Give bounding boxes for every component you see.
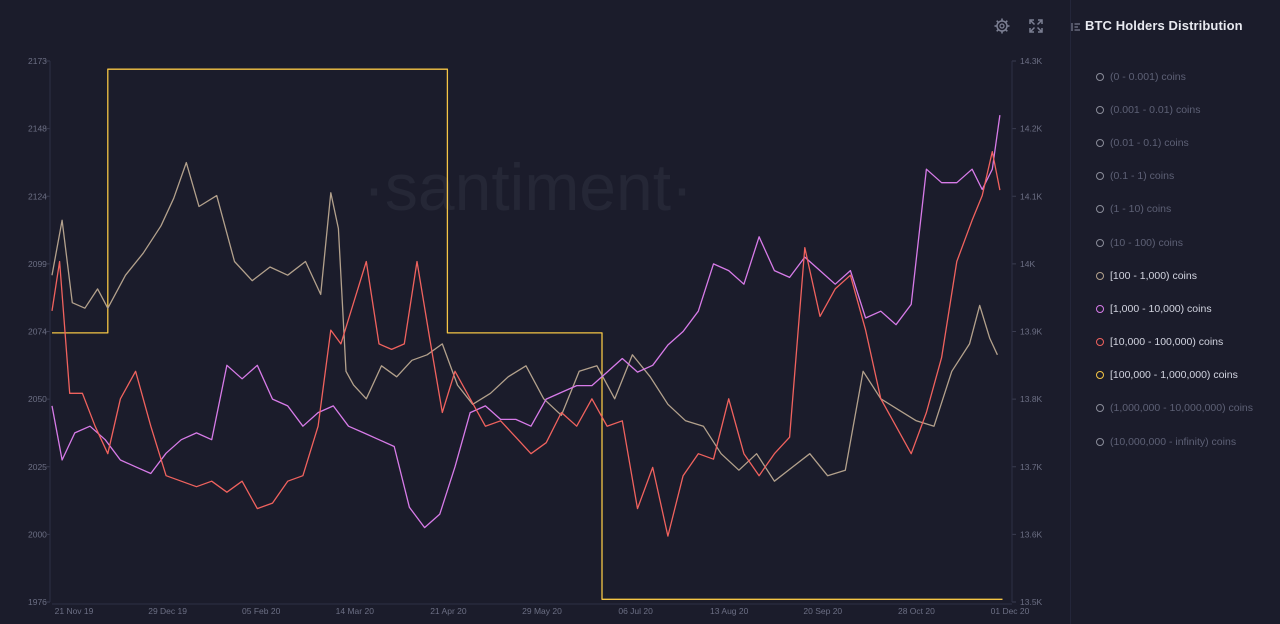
legend-item[interactable]: (0.001 - 0.01) coins (1096, 93, 1253, 126)
legend-item[interactable]: [100,000 - 1,000,000) coins (1096, 359, 1253, 392)
chart-area[interactable]: ·santiment· 1976 2000 2025 2050 2074 2099 2124… (0, 0, 1070, 624)
legend-item[interactable]: [1,000 - 10,000) coins (1096, 292, 1253, 325)
legend-item[interactable]: (1 - 10) coins (1096, 193, 1253, 226)
right-axis-tick: 14.3K (1020, 56, 1043, 66)
legend-label: [10,000 - 100,000) coins (1110, 336, 1224, 349)
legend-dot-icon (1096, 338, 1104, 347)
legend-dot-icon (1096, 404, 1104, 413)
x-axis-tick: 14 Mar 20 (336, 606, 375, 616)
right-axis-tick: 14K (1020, 259, 1035, 269)
series-line-3 (51, 150, 1001, 537)
x-axis: 21 Nov 19 29 Dec 19 05 Feb 20 14 Mar 20 21 A… (52, 603, 1030, 616)
left-axis-tick: 2173 (28, 56, 47, 66)
x-axis-tick: 21 Apr 20 (430, 606, 467, 616)
legend-label: (10 - 100) coins (1110, 236, 1183, 249)
legend-dot-icon (1096, 138, 1104, 147)
legend-label: (10,000,000 - infinity) coins (1110, 435, 1237, 448)
legend-item[interactable]: [10,000 - 100,000) coins (1096, 326, 1253, 359)
expand-icon[interactable] (1024, 14, 1048, 38)
x-axis-tick: 13 Aug 20 (710, 606, 749, 616)
series-layer (51, 68, 1003, 600)
left-axis-tick: 2148 (28, 124, 47, 134)
right-axis-tick: 13.6K (1020, 529, 1043, 539)
left-axis-tick: 2025 (28, 462, 47, 472)
legend-dot-icon (1096, 72, 1104, 81)
right-axis-tick: 14.1K (1020, 191, 1043, 201)
left-axis-tick: 2050 (28, 394, 47, 404)
right-axis-tick: 14.2K (1020, 124, 1043, 134)
legend-item[interactable]: (10 - 100) coins (1096, 226, 1253, 259)
legend-item[interactable]: [100 - 1,000) coins (1096, 259, 1253, 292)
collapse-icon[interactable] (1071, 20, 1083, 34)
series-line-1 (51, 161, 998, 482)
right-axis-tick: 13.7K (1020, 462, 1043, 472)
gear-icon[interactable] (990, 14, 1014, 38)
legend-dot-icon (1096, 205, 1104, 214)
left-axis-tick: 2074 (28, 327, 47, 337)
legend-label: [1,000 - 10,000) coins (1110, 302, 1212, 315)
x-axis-tick: 01 Dec 20 (991, 606, 1030, 616)
x-axis-tick: 21 Nov 19 (55, 606, 94, 616)
x-axis-tick: 05 Feb 20 (242, 606, 281, 616)
legend-label: (1 - 10) coins (1110, 203, 1172, 216)
right-axis-tick: 13.9K (1020, 327, 1043, 337)
legend-item[interactable]: (10,000,000 - infinity) coins (1096, 425, 1253, 458)
right-axis-tick: 13.5K (1020, 597, 1043, 607)
legend-dot-icon (1096, 238, 1104, 247)
right-axis-tick: 13.8K (1020, 394, 1043, 404)
left-axis-tick: 1976 (28, 597, 47, 607)
legend: (0 - 0.001) coins (0.001 - 0.01) coins (0.… (1096, 60, 1253, 458)
x-axis-tick: 29 May 20 (522, 606, 562, 616)
line-chart[interactable]: ·santiment· 1976 2000 2025 2050 2074 2099 2124… (0, 0, 1070, 624)
chart-toolbar (990, 14, 1050, 40)
legend-dot-icon (1096, 371, 1104, 380)
x-axis-tick: 06 Jul 20 (618, 606, 653, 616)
legend-dot-icon (1096, 172, 1104, 181)
legend-label: [100 - 1,000) coins (1110, 269, 1197, 282)
legend-item[interactable]: (0 - 0.001) coins (1096, 60, 1253, 93)
series-line-2 (51, 115, 1001, 529)
legend-dot-icon (1096, 271, 1104, 280)
watermark: ·santiment· (363, 150, 693, 224)
legend-item[interactable]: (1,000,000 - 10,000,000) coins (1096, 392, 1253, 425)
left-axis-tick: 2099 (28, 259, 47, 269)
legend-label: (0.001 - 0.01) coins (1110, 103, 1201, 116)
left-axis-tick: 2000 (28, 529, 47, 539)
legend-item[interactable]: (0.1 - 1) coins (1096, 160, 1253, 193)
legend-dot-icon (1096, 304, 1104, 313)
legend-label: (0.1 - 1) coins (1110, 170, 1175, 183)
x-axis-tick: 29 Dec 19 (148, 606, 187, 616)
legend-label: [100,000 - 1,000,000) coins (1110, 369, 1238, 382)
left-axis-tick: 2124 (28, 191, 47, 201)
series-line-0 (52, 68, 1003, 600)
legend-item[interactable]: (0.01 - 0.1) coins (1096, 126, 1253, 159)
legend-label: (0 - 0.001) coins (1110, 70, 1186, 83)
right-axis: 13.5K 13.6K 13.7K 13.8K 13.9K 14K 14.1K 14.2K 14… (1011, 56, 1043, 607)
x-axis-tick: 20 Sep 20 (803, 606, 842, 616)
legend-dot-icon (1096, 105, 1104, 114)
legend-label: (1,000,000 - 10,000,000) coins (1110, 402, 1254, 415)
x-axis-tick: 28 Oct 20 (898, 606, 935, 616)
legend-label: (0.01 - 0.1) coins (1110, 136, 1189, 149)
chart-title: BTC Holders Distribution (1085, 18, 1243, 33)
legend-dot-icon (1096, 437, 1104, 446)
legend-sidebar: BTC Holders Distribution (0 - 0.001) coi… (1070, 0, 1280, 624)
left-axis: 1976 2000 2025 2050 2074 2099 2124 2148 2173 (28, 56, 51, 607)
